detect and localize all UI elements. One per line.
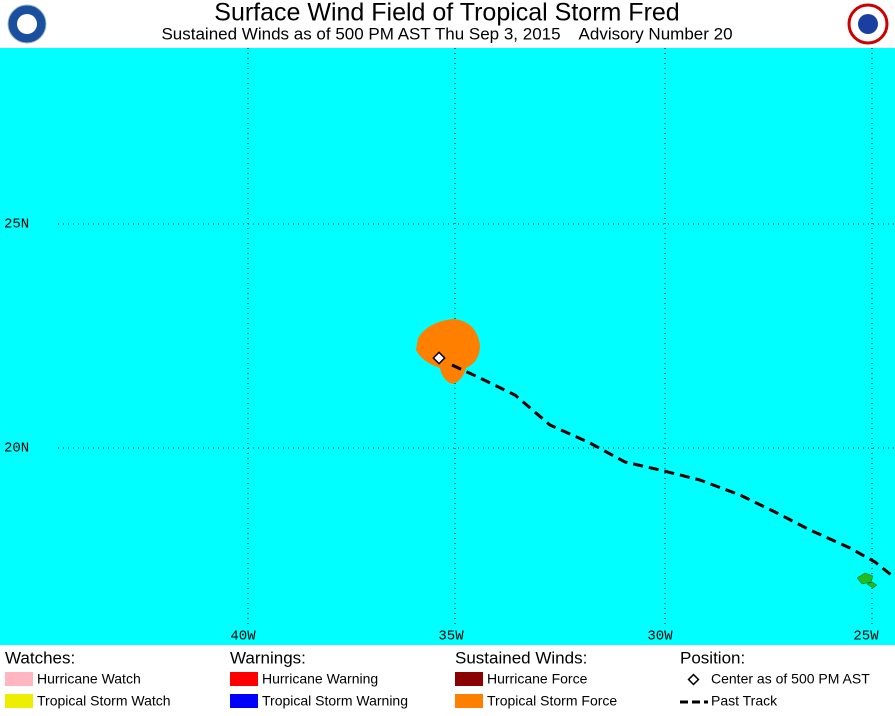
legend-heading: Watches: — [5, 648, 75, 667]
legend-item: Center as of 500 PM AST — [711, 671, 870, 687]
storm-center — [432, 351, 446, 365]
legend-heading: Position: — [680, 648, 745, 667]
lon-label: 25W — [853, 629, 879, 645]
islands — [856, 572, 878, 589]
subtitle: Sustained Winds as of 500 PM AST Thu Sep… — [161, 24, 732, 43]
past-track — [451, 363, 895, 580]
legend-heading: Warnings: — [230, 648, 306, 667]
lon-label: 40W — [230, 629, 256, 645]
noaa-logo-inner — [17, 14, 37, 34]
legend-heading: Sustained Winds: — [455, 648, 587, 667]
lon-label: 35W — [438, 629, 464, 645]
swatch — [455, 694, 483, 708]
legend-item: Hurricane Watch — [37, 671, 141, 687]
title: Surface Wind Field of Tropical Storm Fre… — [214, 0, 679, 27]
lat-label: 25N — [4, 217, 29, 233]
legend-item: Past Track — [711, 693, 778, 709]
swatch — [5, 694, 33, 708]
swatch — [5, 672, 33, 686]
legend-item: Hurricane Force — [487, 671, 588, 687]
lon-label: 30W — [647, 629, 673, 645]
legend-item: Tropical Storm Force — [487, 693, 617, 709]
tropical-storm-force-area — [416, 319, 480, 384]
swatch — [230, 694, 258, 708]
swatch — [230, 672, 258, 686]
nws-logo-inner — [858, 14, 878, 34]
lat-label: 20N — [4, 441, 29, 457]
center-symbol — [687, 673, 700, 686]
legend-item: Hurricane Warning — [262, 671, 378, 687]
legend-item: Tropical Storm Warning — [262, 693, 408, 709]
legend: Watches: Hurricane Watch Tropical Storm … — [5, 648, 870, 709]
legend-item: Tropical Storm Watch — [37, 693, 171, 709]
swatch — [455, 672, 483, 686]
